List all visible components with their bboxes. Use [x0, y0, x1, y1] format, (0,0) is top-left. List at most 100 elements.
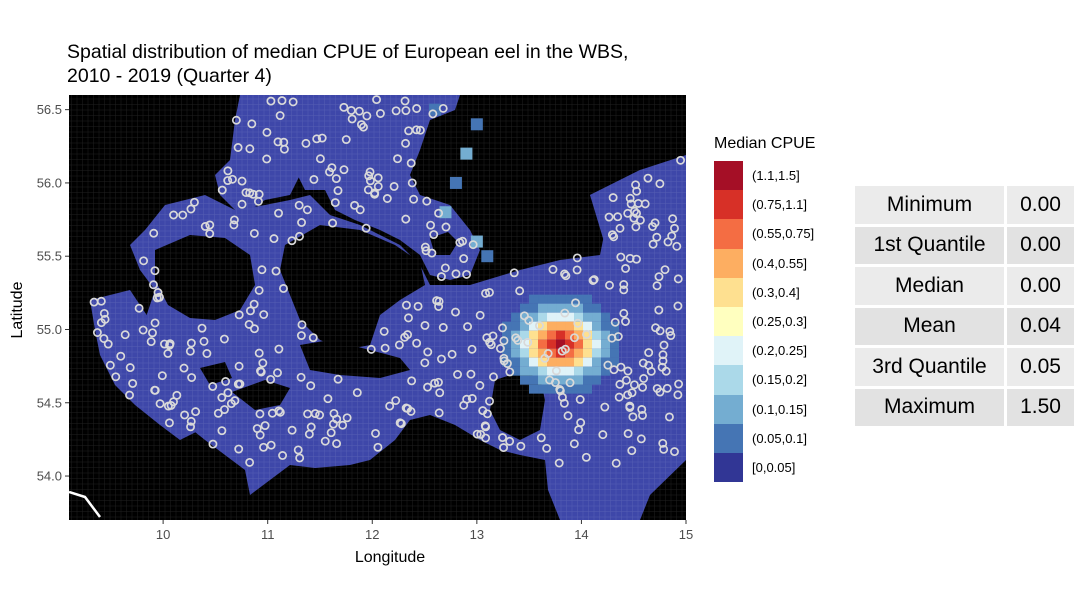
- haul-point: [481, 288, 490, 298]
- haul-point: [440, 263, 450, 273]
- haul-point: [391, 396, 401, 405]
- cpue-cell: [529, 366, 539, 376]
- haul-point: [451, 307, 460, 317]
- haul-point: [423, 347, 433, 357]
- haul-point: [626, 199, 636, 209]
- cpue-cell: [592, 357, 602, 367]
- cpue-cell: [538, 312, 548, 322]
- haul-point: [202, 349, 212, 358]
- cpue-cell: [520, 366, 530, 376]
- haul-point: [389, 182, 399, 191]
- haul-point: [274, 406, 284, 416]
- summary-stat-value: 0.00: [1007, 186, 1074, 224]
- legend-swatch: [714, 190, 743, 220]
- haul-point: [409, 194, 419, 204]
- haul-point: [339, 165, 349, 175]
- cpue-cell: [574, 366, 584, 376]
- haul-point: [379, 326, 389, 336]
- haul-point: [489, 372, 498, 382]
- cpue-cell: [592, 339, 602, 349]
- haul-point: [651, 323, 661, 333]
- haul-point: [462, 394, 472, 404]
- haul-point: [623, 429, 633, 439]
- cpue-cell: [583, 348, 593, 358]
- haul-point: [563, 411, 573, 421]
- haul-point: [401, 214, 411, 224]
- haul-point: [92, 328, 102, 337]
- x-axis: 10 11 12 13 14 15: [156, 520, 693, 542]
- cpue-cell: [565, 357, 575, 367]
- cpue-cell: [538, 303, 548, 313]
- cpue-cell: [520, 312, 530, 322]
- haul-point: [400, 332, 410, 342]
- chart-title: Spatial distribution of median CPUE of E…: [67, 40, 628, 88]
- haul-point: [304, 429, 314, 439]
- haul-point: [259, 310, 269, 319]
- summary-row: Mean 0.04: [855, 307, 1074, 345]
- haul-point: [187, 373, 197, 382]
- cpue-cell: [502, 348, 512, 358]
- chart-title-line-2: 2010 - 2019 (Quarter 4): [67, 65, 272, 87]
- haul-point: [229, 220, 239, 230]
- haul-point: [234, 361, 244, 371]
- haul-point: [189, 197, 199, 207]
- coastline-fragment: [69, 490, 101, 518]
- haul-point: [233, 143, 243, 152]
- haul-point: [505, 367, 515, 377]
- haul-point: [435, 388, 445, 398]
- legend-label: (1.1,1.5]: [752, 168, 800, 183]
- haul-point: [412, 338, 422, 348]
- haul-point: [459, 254, 469, 263]
- cpue-cell: [574, 348, 584, 358]
- x-tick-label: 15: [679, 527, 693, 542]
- cpue-cell: [574, 357, 584, 367]
- haul-point: [476, 429, 486, 439]
- haul-point: [673, 301, 683, 311]
- haul-point: [674, 379, 684, 389]
- haul-point: [237, 199, 247, 209]
- haul-point: [220, 405, 229, 415]
- haul-point: [372, 95, 382, 105]
- haul-point: [498, 323, 507, 333]
- cpue-cell: [565, 375, 575, 385]
- haul-point: [637, 405, 647, 414]
- summary-row: Minimum 0.00: [855, 186, 1074, 224]
- haul-point: [297, 218, 306, 227]
- haul-point: [429, 230, 439, 239]
- cpue-cell: [565, 366, 575, 376]
- haul-point: [619, 280, 629, 289]
- haul-point: [434, 296, 444, 306]
- haul-point: [572, 265, 582, 275]
- legend-swatch: [714, 365, 743, 395]
- haul-point: [219, 334, 229, 344]
- cpue-cell: [511, 348, 521, 358]
- haul-point: [434, 302, 444, 311]
- cpue-cell: [592, 375, 602, 385]
- cpue-cell: [556, 312, 566, 322]
- haul-point: [178, 210, 188, 220]
- haul-point: [339, 102, 349, 112]
- haul-point: [146, 337, 156, 347]
- haul-point: [542, 443, 552, 453]
- legend-swatch: [714, 248, 743, 278]
- haul-point: [654, 305, 664, 315]
- cpue-cell: [547, 294, 557, 304]
- haul-points: [89, 95, 686, 468]
- summary-stat-name: Maximum: [855, 388, 1004, 426]
- haul-point: [254, 285, 264, 295]
- haul-point: [247, 119, 257, 129]
- haul-point: [548, 265, 558, 274]
- cpue-cell: [529, 312, 539, 322]
- haul-point: [555, 385, 565, 394]
- haul-point: [524, 315, 534, 325]
- cpue-cell: [556, 321, 566, 331]
- haul-point: [453, 370, 463, 379]
- cpue-cell: [547, 384, 557, 394]
- summary-stat-value: 0.00: [1007, 267, 1074, 305]
- haul-point: [287, 236, 297, 246]
- cpue-cell: [601, 348, 611, 358]
- cpue-cell: [610, 339, 620, 349]
- haul-point: [632, 186, 642, 196]
- haul-point: [434, 208, 444, 218]
- haul-point: [309, 175, 319, 184]
